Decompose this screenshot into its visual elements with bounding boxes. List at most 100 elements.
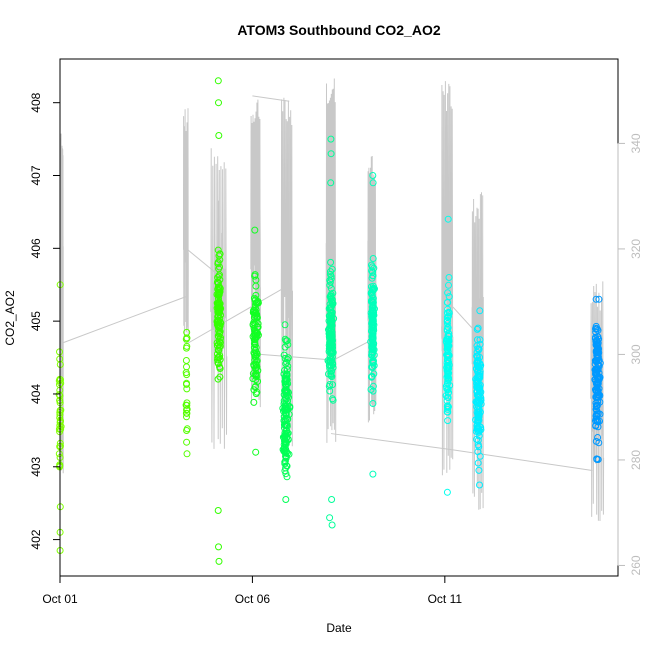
data-point xyxy=(444,389,452,397)
data-point xyxy=(477,396,485,404)
data-point xyxy=(442,392,450,400)
x-tick-label: Oct 06 xyxy=(235,592,271,606)
line-series-connector xyxy=(186,248,220,276)
data-point xyxy=(216,250,224,258)
data-point xyxy=(251,271,259,279)
data-point xyxy=(252,376,260,384)
data-point xyxy=(475,466,483,474)
data-point xyxy=(367,298,375,306)
data-point xyxy=(444,365,452,373)
data-point xyxy=(593,384,601,391)
data-point xyxy=(328,297,335,305)
data-point xyxy=(215,354,223,361)
data-point xyxy=(474,368,481,375)
data-point xyxy=(215,292,223,300)
data-point xyxy=(329,299,336,307)
scatter-series-layer xyxy=(55,77,604,565)
data-point xyxy=(477,426,485,434)
data-point xyxy=(476,360,484,368)
data-point xyxy=(595,393,602,401)
data-point xyxy=(592,393,600,401)
data-point xyxy=(327,258,335,266)
line-series-segment xyxy=(250,99,261,408)
data-point xyxy=(367,289,375,297)
data-point xyxy=(214,316,222,324)
data-point xyxy=(282,395,290,403)
data-point xyxy=(368,373,376,381)
data-point xyxy=(444,417,452,425)
data-point xyxy=(328,521,336,529)
data-point xyxy=(327,179,335,187)
data-point xyxy=(281,457,289,465)
data-point xyxy=(329,349,337,357)
y-right-tick-label: 280 xyxy=(629,450,643,470)
data-point xyxy=(369,329,377,337)
data-point xyxy=(445,281,452,289)
data-point xyxy=(445,274,453,281)
data-point xyxy=(593,402,601,409)
data-point xyxy=(444,377,452,385)
data-point xyxy=(327,150,335,158)
data-point xyxy=(283,473,291,481)
data-point xyxy=(253,349,260,357)
data-point xyxy=(475,427,483,435)
data-point xyxy=(282,360,290,368)
data-point xyxy=(327,311,335,319)
data-point xyxy=(216,271,223,279)
chart-title: ATOM3 Southbound CO2_AO2 xyxy=(237,22,440,38)
line-series-segment xyxy=(183,108,189,343)
data-point xyxy=(443,408,451,416)
y-left-tick-label: 405 xyxy=(29,311,43,331)
data-point xyxy=(252,282,260,290)
data-point xyxy=(328,344,336,352)
data-point xyxy=(592,324,600,332)
data-point xyxy=(214,77,222,85)
data-point xyxy=(595,374,603,382)
data-point xyxy=(215,543,222,551)
y-right-tick-label: 320 xyxy=(629,239,643,259)
data-point xyxy=(214,258,222,266)
line-series-segment xyxy=(280,97,293,449)
data-point xyxy=(283,372,291,380)
data-point xyxy=(369,357,376,365)
data-point xyxy=(284,380,292,388)
data-point xyxy=(444,299,452,306)
data-point xyxy=(369,387,377,395)
y-right-tick-label: 340 xyxy=(629,133,643,153)
data-point xyxy=(55,377,63,385)
data-point xyxy=(214,302,222,310)
data-point xyxy=(326,276,334,284)
data-point xyxy=(284,341,292,349)
y-right-tick-label: 300 xyxy=(629,344,643,364)
data-point xyxy=(213,342,221,350)
y-axis-label: CO2_AO2 xyxy=(3,290,17,346)
data-point xyxy=(369,301,377,309)
data-point xyxy=(214,359,222,366)
data-point xyxy=(283,370,291,378)
data-point xyxy=(444,317,451,325)
data-point xyxy=(444,341,452,348)
data-point xyxy=(183,385,191,393)
data-point xyxy=(282,392,290,400)
data-point xyxy=(444,320,451,327)
data-point xyxy=(473,359,481,367)
data-point xyxy=(327,309,335,317)
data-point xyxy=(325,382,333,390)
data-point xyxy=(283,337,291,345)
data-point xyxy=(369,400,377,407)
data-point xyxy=(325,362,333,370)
data-point xyxy=(475,432,483,440)
data-point xyxy=(595,439,603,447)
data-point xyxy=(594,418,602,426)
data-point xyxy=(369,470,377,478)
y-left-tick-label: 407 xyxy=(29,165,43,185)
data-point xyxy=(445,358,452,366)
data-point xyxy=(183,328,191,336)
data-point xyxy=(55,425,63,433)
line-series-connector xyxy=(452,306,478,334)
data-point xyxy=(595,295,603,303)
data-point xyxy=(183,363,190,371)
data-point xyxy=(476,481,483,489)
line-series-connector xyxy=(260,353,330,361)
data-point xyxy=(444,215,452,223)
